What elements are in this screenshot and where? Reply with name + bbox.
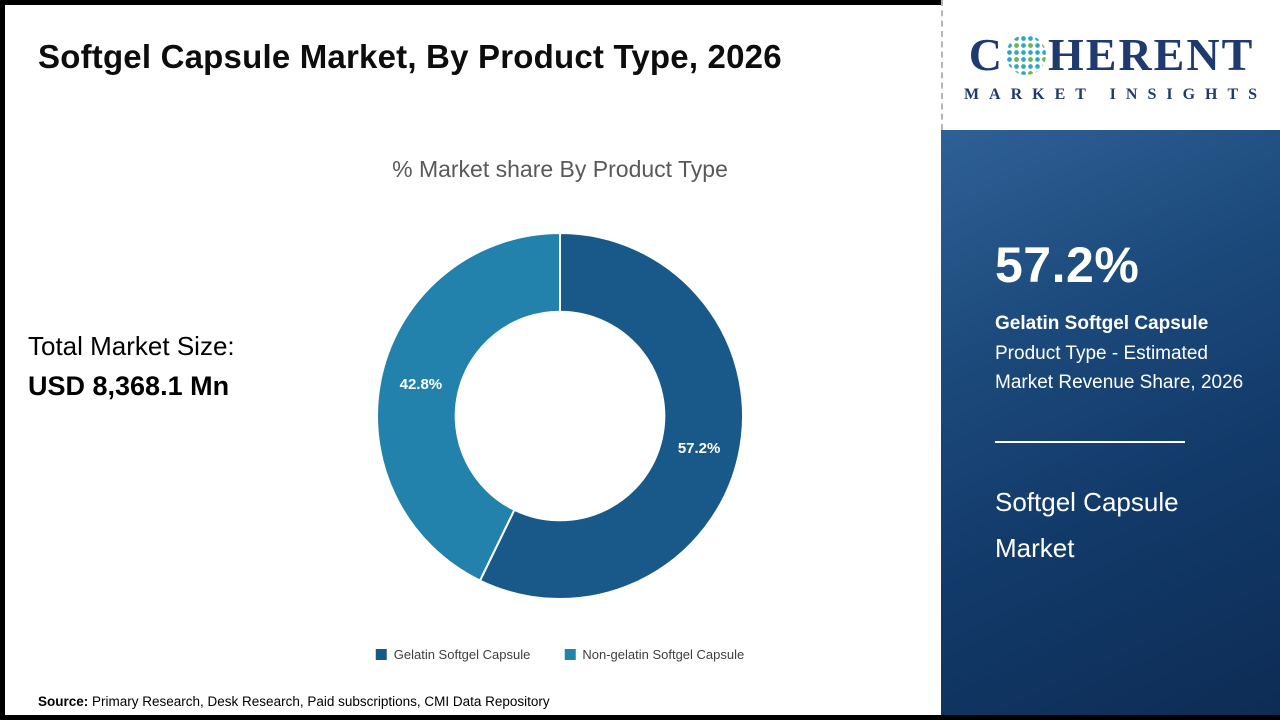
legend-item-non-gelatin: Non-gelatin Softgel Capsule [564,647,744,662]
total-market-size-label: Total Market Size: [28,331,235,361]
source-line: Source: Primary Research, Desk Research,… [38,694,550,709]
sidebar-panel: 57.2% Gelatin Softgel Capsule Product Ty… [941,130,1280,715]
page-title: Softgel Capsule Market, By Product Type,… [38,38,782,75]
wordmark-end: HERENT [1047,29,1255,80]
coherent-wordmark: C HERENT [969,32,1255,78]
total-market-size-value: USD 8,368.1 Mn [28,371,230,401]
sidebar-divider [995,441,1185,443]
legend-item-gelatin: Gelatin Softgel Capsule [375,647,531,662]
left-border [0,0,5,720]
sidebar-stat-value: 57.2% [995,237,1140,293]
legend-label-non-gelatin: Non-gelatin Softgel Capsule [582,647,745,662]
bottom-border [0,715,1280,720]
sidebar-panel-title: Softgel Capsule Market [995,487,1179,563]
source-text: Primary Research, Desk Research, Paid su… [88,694,550,709]
donut-slice-label-0: 57.2% [678,440,721,457]
logo-area: C HERENT MARKET INSIGHTS [941,0,1280,130]
legend-swatch-gelatin [375,649,387,660]
top-border [0,0,941,5]
donut-chart: 57.2% 42.8% [376,231,744,600]
legend-swatch-non-gelatin [564,649,576,660]
chart-area: % Market share By Product Type 57.2% 42.8… [375,156,745,662]
donut-slice-1 [376,231,561,582]
coherent-globe-icon [1005,35,1046,75]
chart-title: % Market share By Product Type [392,156,728,182]
logo-subtitle: MARKET INSIGHTS [963,86,1268,103]
main-panel: Softgel Capsule Market, By Product Type,… [28,38,782,709]
sidebar-stat-label: Gelatin Softgel Capsule [995,313,1209,334]
chart-legend: Gelatin Softgel Capsule Non-gelatin Soft… [375,647,744,662]
donut-slice-0 [478,231,744,600]
wordmark-start: C [968,29,1004,80]
legend-label-gelatin: Gelatin Softgel Capsule [393,647,531,662]
donut-slice-label-1: 42.8% [400,376,443,393]
sidebar-stat-description: Product Type - Estimated Market Revenue … [995,343,1244,393]
source-label: Source: [38,694,89,709]
total-market-size: Total Market Size: USD 8,368.1 Mn [28,326,235,406]
